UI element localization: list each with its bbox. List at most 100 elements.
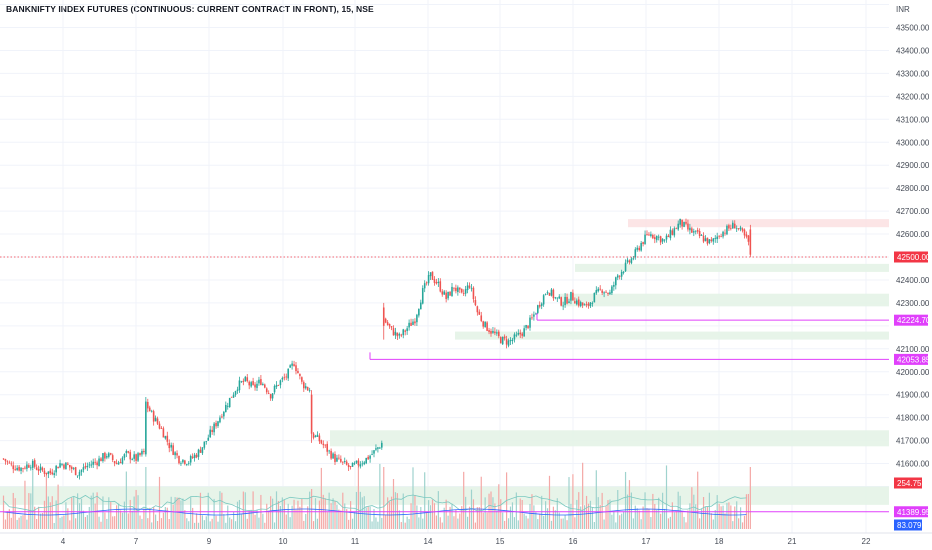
candle-body xyxy=(716,236,718,240)
volume-bar xyxy=(433,503,436,529)
volume-bar xyxy=(435,515,437,529)
candle-body xyxy=(382,307,385,326)
volume-bar xyxy=(65,502,67,529)
zones-layer xyxy=(0,219,889,505)
candle-body xyxy=(18,466,20,471)
volume-bar xyxy=(587,503,590,529)
y-tick-label: 41900.00 xyxy=(896,391,930,400)
volume-bar xyxy=(457,518,459,529)
volume-bar xyxy=(299,506,301,529)
volume-bar xyxy=(78,503,81,529)
candle-body xyxy=(648,234,650,236)
volume-bar xyxy=(256,509,258,529)
volume-bar xyxy=(69,520,71,529)
candle-body xyxy=(466,285,469,291)
candle-body xyxy=(410,322,412,326)
candle-body xyxy=(673,228,676,236)
candle-body xyxy=(246,377,249,382)
volume-bar xyxy=(396,493,398,529)
volume-bar xyxy=(4,519,7,529)
candle-body xyxy=(544,294,547,295)
volume-bar xyxy=(699,518,701,529)
candle-body xyxy=(201,447,204,454)
volume-bar xyxy=(123,501,125,529)
candle-body xyxy=(396,332,399,337)
volume-bar xyxy=(589,500,592,529)
volume-bar xyxy=(293,499,295,529)
candle-body xyxy=(650,234,652,237)
volume-bar xyxy=(133,496,135,529)
candle-body xyxy=(308,390,311,391)
volume-bar xyxy=(328,492,330,529)
x-tick-label: 17 xyxy=(642,537,651,546)
volume-bar xyxy=(168,519,170,529)
y-tick-label: 43500.00 xyxy=(896,24,930,33)
candle-body xyxy=(423,283,426,289)
candle-body xyxy=(53,473,55,475)
volume-bar xyxy=(642,506,644,529)
volume-bar xyxy=(461,506,463,529)
candle-body xyxy=(254,384,256,388)
candle-body xyxy=(421,288,424,304)
volume-bar xyxy=(472,499,475,529)
volume-bar xyxy=(558,512,560,529)
volume-bar xyxy=(548,475,551,529)
volume-bar xyxy=(6,511,8,529)
volume-bar xyxy=(205,516,207,529)
volume-bar xyxy=(172,504,174,529)
candle-body xyxy=(749,229,752,255)
volume-bar xyxy=(662,492,664,529)
candle-body xyxy=(187,462,190,464)
candle-body xyxy=(638,247,640,251)
level-tag-label: 42224.70 xyxy=(897,316,931,325)
candle-body xyxy=(507,340,510,346)
volume-bar xyxy=(533,505,535,529)
volume-bar xyxy=(90,495,92,529)
volume-bar xyxy=(513,517,515,529)
candle-body xyxy=(314,435,317,437)
candle-body xyxy=(65,462,67,470)
candle-body xyxy=(642,242,644,244)
candle-body xyxy=(14,469,16,471)
candle-body xyxy=(316,434,319,437)
candle-body xyxy=(657,236,660,238)
candle-body xyxy=(332,453,334,459)
volume-bar xyxy=(648,508,650,529)
volume-bar xyxy=(484,497,486,529)
y-tick-label: 41600.00 xyxy=(896,460,930,469)
candle-body xyxy=(51,472,54,475)
volume-bar xyxy=(217,521,219,529)
candle-body xyxy=(381,442,383,448)
volume-bar xyxy=(340,510,342,529)
candle-body xyxy=(131,459,133,460)
volume-bar xyxy=(332,498,334,529)
candle-body xyxy=(379,447,381,449)
volume-bar xyxy=(420,506,422,529)
volume-bar xyxy=(71,497,73,529)
candle-body xyxy=(271,393,274,399)
volume-bar xyxy=(221,492,223,529)
candle-body xyxy=(318,435,321,442)
volume-bar xyxy=(12,492,14,529)
volume-bar xyxy=(502,512,504,529)
volume-bar xyxy=(566,520,568,529)
volume-bar xyxy=(529,503,531,529)
volume-bar xyxy=(441,522,443,529)
candle-body xyxy=(35,467,38,470)
volume-tag xyxy=(894,519,922,531)
candle-body xyxy=(546,292,549,294)
candle-body xyxy=(12,465,15,470)
candle-body xyxy=(98,458,100,466)
candle-body xyxy=(94,461,96,463)
candle-body xyxy=(694,230,697,232)
volume-bar xyxy=(424,472,426,529)
candle-body xyxy=(583,304,586,306)
volume-bar xyxy=(730,505,732,529)
candle-body xyxy=(121,457,124,464)
volume-bar xyxy=(706,507,709,529)
candle-body xyxy=(667,235,670,238)
chart-title: BANKNIFTY INDEX FUTURES (CONTINUOUS: CUR… xyxy=(6,4,374,14)
volume-ma-layer xyxy=(3,494,747,516)
volume-bar xyxy=(324,498,326,529)
